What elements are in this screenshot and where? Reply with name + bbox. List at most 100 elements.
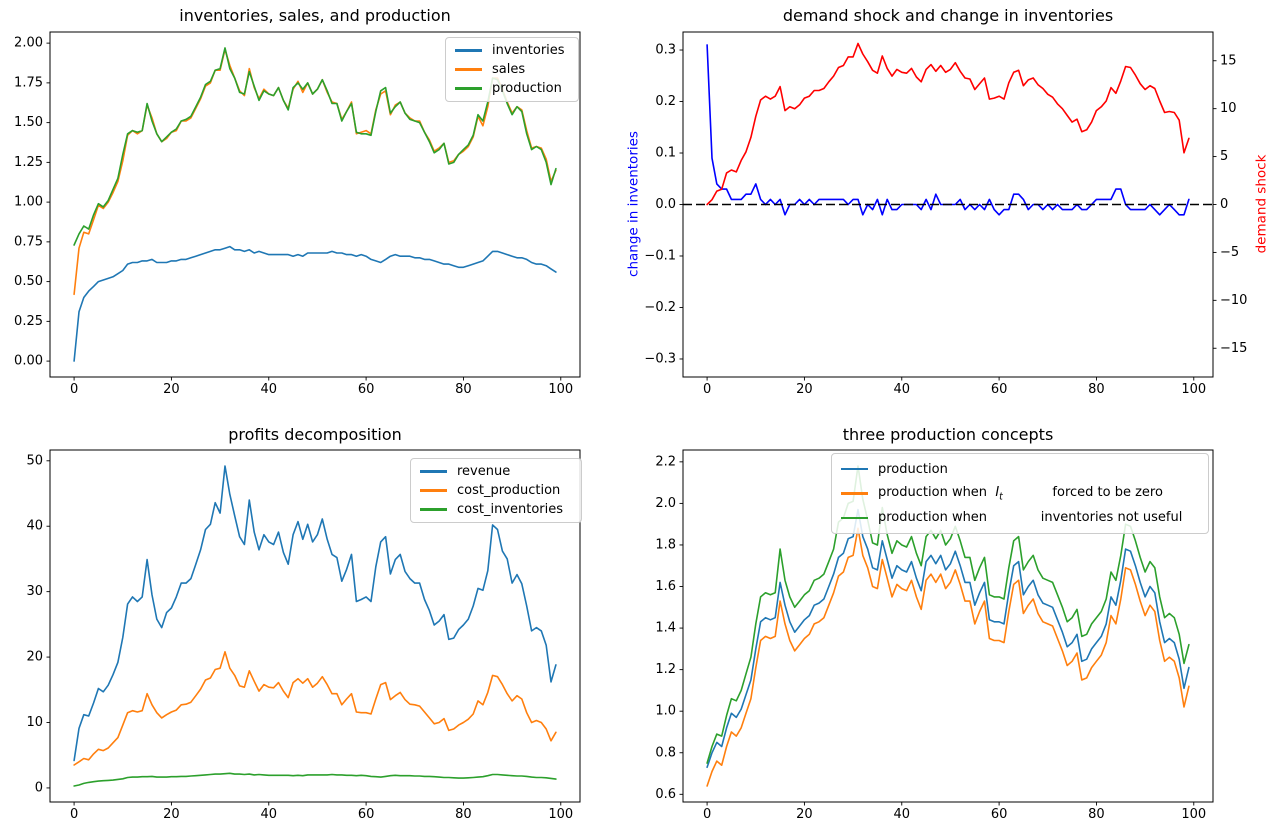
legend-label: revenue [457,464,511,479]
x-tick-label: 60 [991,382,1008,397]
right-y-tick-label: −10 [1220,293,1247,308]
legend-entry: sales [453,60,571,79]
legend-entry: production [453,79,571,98]
y-tick-label: 50 [26,453,43,468]
legend-entry: cost_production [418,481,574,500]
y-tick-label: 0.50 [14,274,43,289]
x-axis-ticks: 0 20 40 60 80 100 [703,802,1206,822]
y-tick-label: 20 [26,650,43,665]
y-tick-label: 2.00 [14,36,43,51]
right-y-tick-label: 15 [1220,53,1237,68]
y-tick-label: 0.75 [14,234,43,249]
series-line-production [706,508,1190,769]
right-y-tick-label: −5 [1220,245,1239,260]
series-line-production [73,47,557,246]
legend-inventories-sales-production: inventories sales production [445,37,579,102]
y-tick-label: 0.8 [655,745,676,760]
legend-entry: revenue [418,462,574,481]
y-tick-label: 30 [26,584,43,599]
legend-line-sample [841,492,868,495]
axes-three-production-concepts: 0 20 40 60 80 100 0.6 0.8 1.0 1.2 1.4 1.6 1.8 2.0 2.2 [655,449,1214,822]
right-y-tick-label: −15 [1220,341,1247,356]
y-tick-label: 0.1 [655,146,676,161]
right-y-tick-label: 0 [1220,197,1228,212]
y-axis-label-change-in-inventories: change in inventories [625,131,642,277]
chart-title-profits-decomposition: profits decomposition [228,425,402,444]
legend-label: production when It forced to be zero [878,484,1163,503]
y-tick-label: 10 [26,715,43,730]
legend-line-sample [841,468,868,471]
legend-line-sample [420,508,447,511]
axes-spines [682,31,1214,378]
y-tick-label: 0 [35,780,43,795]
x-axis-ticks: 0 20 40 60 80 100 [70,377,573,397]
legend-entry: cost_inventories [418,500,574,519]
y-tick-label: 0.25 [14,314,43,329]
legend-line-sample [455,87,482,90]
series-line-demand-shock [706,42,1190,206]
axes-profits-decomposition: 0 20 40 60 80 100 0 10 20 30 40 50 [26,449,581,822]
y-tick-label: 1.2 [655,662,676,677]
legend-label: cost_inventories [457,502,564,517]
x-tick-label: 20 [796,807,813,822]
y-tick-label: 2.2 [655,454,676,469]
y-tick-label: 1.8 [655,537,676,552]
legend-label: production [878,461,948,477]
x-tick-label: 0 [70,382,78,397]
legend-label: production [492,81,562,96]
legend-entry: production when It forced to be zero [839,482,1201,506]
x-tick-label: 60 [358,382,375,397]
legend-line-sample [841,516,868,519]
x-tick-label: 80 [455,807,472,822]
axes-spines [49,449,581,803]
y-tick-label: 0.3 [655,43,676,58]
x-tick-label: 20 [163,807,180,822]
legend-entry: inventories [453,41,571,60]
y-axis-ticks: 0 10 20 30 40 50 [26,453,50,795]
y-tick-label: 1.4 [655,621,676,636]
legend-line-sample [420,470,447,473]
y-tick-label: −0.1 [644,248,676,263]
y-axis-ticks: 0.00 0.25 0.50 0.75 1.00 1.25 1.50 1.75 2.00 [14,36,50,369]
legend-label: production when inventories not useful [878,510,1183,526]
x-tick-label: 80 [455,382,472,397]
legend-entry: production [839,457,1201,481]
legend-line-sample [455,68,482,71]
y-tick-label: 40 [26,519,43,534]
legend-profits-decomposition: revenue cost_production cost_inventories [410,458,582,523]
axes-spines [682,449,1214,803]
legend-label: inventories [492,43,565,58]
series-line-cost-production [73,650,557,766]
x-tick-label: 20 [163,382,180,397]
x-tick-label: 100 [548,382,573,397]
right-y-tick-label: 5 [1220,149,1228,164]
x-tick-label: 80 [1088,382,1105,397]
right-y-tick-label: 10 [1220,101,1237,116]
right-y-axis-ticks: −15 −10 −5 0 5 10 15 [1213,53,1247,356]
x-tick-label: 100 [1181,807,1206,822]
axes-demand-shock-change-in-inventories: 0 20 40 60 80 100−0.3−0.2−0.10.00.10.20.3−15−… [644,31,1247,397]
y-tick-label: 0.2 [655,94,676,109]
y-tick-label: 0.0 [655,197,676,212]
x-tick-label: 100 [1181,382,1206,397]
y-tick-label: 0.6 [655,787,676,802]
legend-entry: production when inventories not useful [839,506,1201,530]
series-line-cost-inventories [73,772,557,787]
legend-label: cost_production [457,483,561,498]
x-tick-label: 0 [70,807,78,822]
legend-label: sales [492,62,526,77]
y-tick-label: 1.00 [14,195,43,210]
x-tick-label: 60 [991,807,1008,822]
y-tick-label: −0.3 [644,351,676,366]
axes-spines [49,31,581,378]
y-axis-ticks: −0.3 −0.2 −0.1 0.0 0.1 0.2 0.3 [644,43,683,366]
chart-title-demand-shock: demand shock and change in inventories [782,6,1114,25]
x-tick-label: 0 [703,382,711,397]
x-tick-label: 80 [1088,807,1105,822]
y-tick-label: 1.50 [14,115,43,130]
series-line-production-when-inventories-not-useful [706,465,1190,764]
y-tick-label: 1.0 [655,704,676,719]
x-tick-label: 0 [703,807,711,822]
y-tick-label: 1.75 [14,75,43,90]
